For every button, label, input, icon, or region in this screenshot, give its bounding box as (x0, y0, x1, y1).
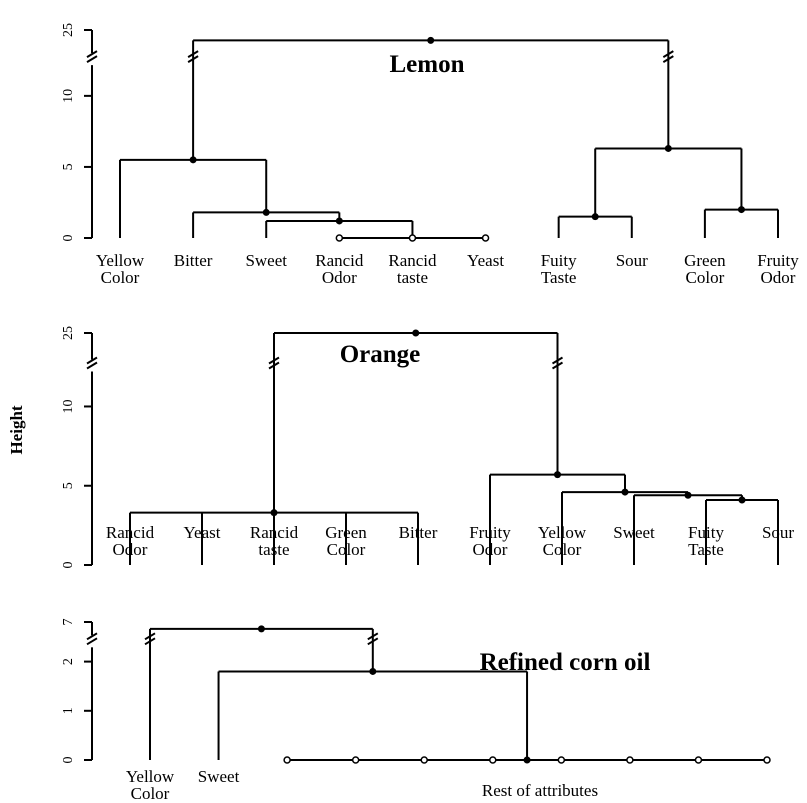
leaf-point (489, 756, 497, 764)
y-tick-label: 10 (61, 399, 76, 413)
y-tick-label: 1 (61, 707, 76, 714)
label-line: Odor (761, 268, 796, 287)
leaf-label: Yellow Color (126, 767, 175, 803)
leaf-point (557, 756, 566, 764)
axis-break (551, 361, 564, 370)
label-line: Rancid (388, 251, 437, 270)
leaf-point (763, 756, 771, 764)
leaf-point (335, 234, 344, 242)
leaf-label: Yeast (467, 251, 504, 270)
leaf-label: Yellow Color (96, 251, 145, 287)
leaf-point (283, 756, 291, 764)
leaf-label: Rancid taste (388, 251, 437, 287)
leaf-label: Fruity Odor (757, 251, 799, 287)
axis-break (187, 50, 199, 58)
leaf-point (481, 234, 490, 242)
leaf-label: Sweet (245, 251, 287, 270)
axis-break (268, 356, 280, 365)
y-axis-label: Height (7, 405, 26, 454)
y-tick-label: 2 (61, 658, 76, 665)
leaf-label: Sweet (198, 767, 240, 786)
y-tick-label: 25 (61, 23, 76, 37)
leaf-point (408, 234, 417, 242)
leaf-label: Green Color (684, 251, 726, 287)
label-line: Color (686, 268, 725, 287)
axis-break (86, 637, 98, 646)
label-line: Taste (541, 268, 577, 287)
leaf-point (420, 756, 428, 764)
y-tick-label: 25 (61, 326, 76, 340)
axis-break (662, 50, 674, 58)
y-tick-label: 0 (61, 562, 76, 569)
label-line: Yellow (96, 251, 145, 270)
axis-break (551, 356, 564, 365)
merge-node (412, 329, 420, 337)
y-tick-label: 5 (61, 482, 76, 489)
axis-break (144, 632, 156, 641)
label-line: Color (101, 268, 140, 287)
panel-title: Lemon (390, 51, 465, 78)
axis-break (367, 632, 379, 641)
label-line: taste (397, 268, 428, 287)
axis-break (86, 361, 98, 370)
label-line: Green (684, 251, 726, 270)
label-line: Fruity (757, 251, 799, 270)
axis-break (86, 50, 98, 58)
leaf-label: Sour (616, 251, 648, 270)
panel-title: Orange (340, 341, 421, 368)
label-line: Rancid (315, 251, 364, 270)
leaf-label: Bitter (174, 251, 213, 270)
y-tick-label: 5 (61, 163, 76, 170)
leaf-label: Rancid Odor (315, 251, 364, 287)
y-tick-label: 0 (61, 235, 76, 242)
leaf-label: Fuity Taste (541, 251, 577, 287)
merge-node (427, 36, 435, 44)
y-tick-label: 7 (61, 619, 76, 626)
merge-node (257, 625, 265, 633)
axis-break (86, 55, 98, 63)
label-line: Fuity (541, 251, 577, 270)
axis-break (86, 356, 98, 365)
axis-break (662, 55, 674, 63)
annotation: Rest of attributes (482, 781, 598, 800)
axis-break (86, 632, 98, 641)
leaf-point (626, 756, 634, 764)
axis-break (268, 361, 280, 370)
leaf-point (694, 756, 703, 764)
label-line: Color (131, 784, 170, 803)
label-line: Yellow (126, 767, 175, 786)
axis-break (367, 637, 379, 646)
axis-break (187, 55, 199, 63)
y-tick-label: 10 (61, 89, 76, 103)
axis-break (144, 637, 156, 646)
label-line: Odor (322, 268, 357, 287)
y-tick-label: 0 (61, 757, 76, 764)
leaf-point (351, 756, 360, 764)
